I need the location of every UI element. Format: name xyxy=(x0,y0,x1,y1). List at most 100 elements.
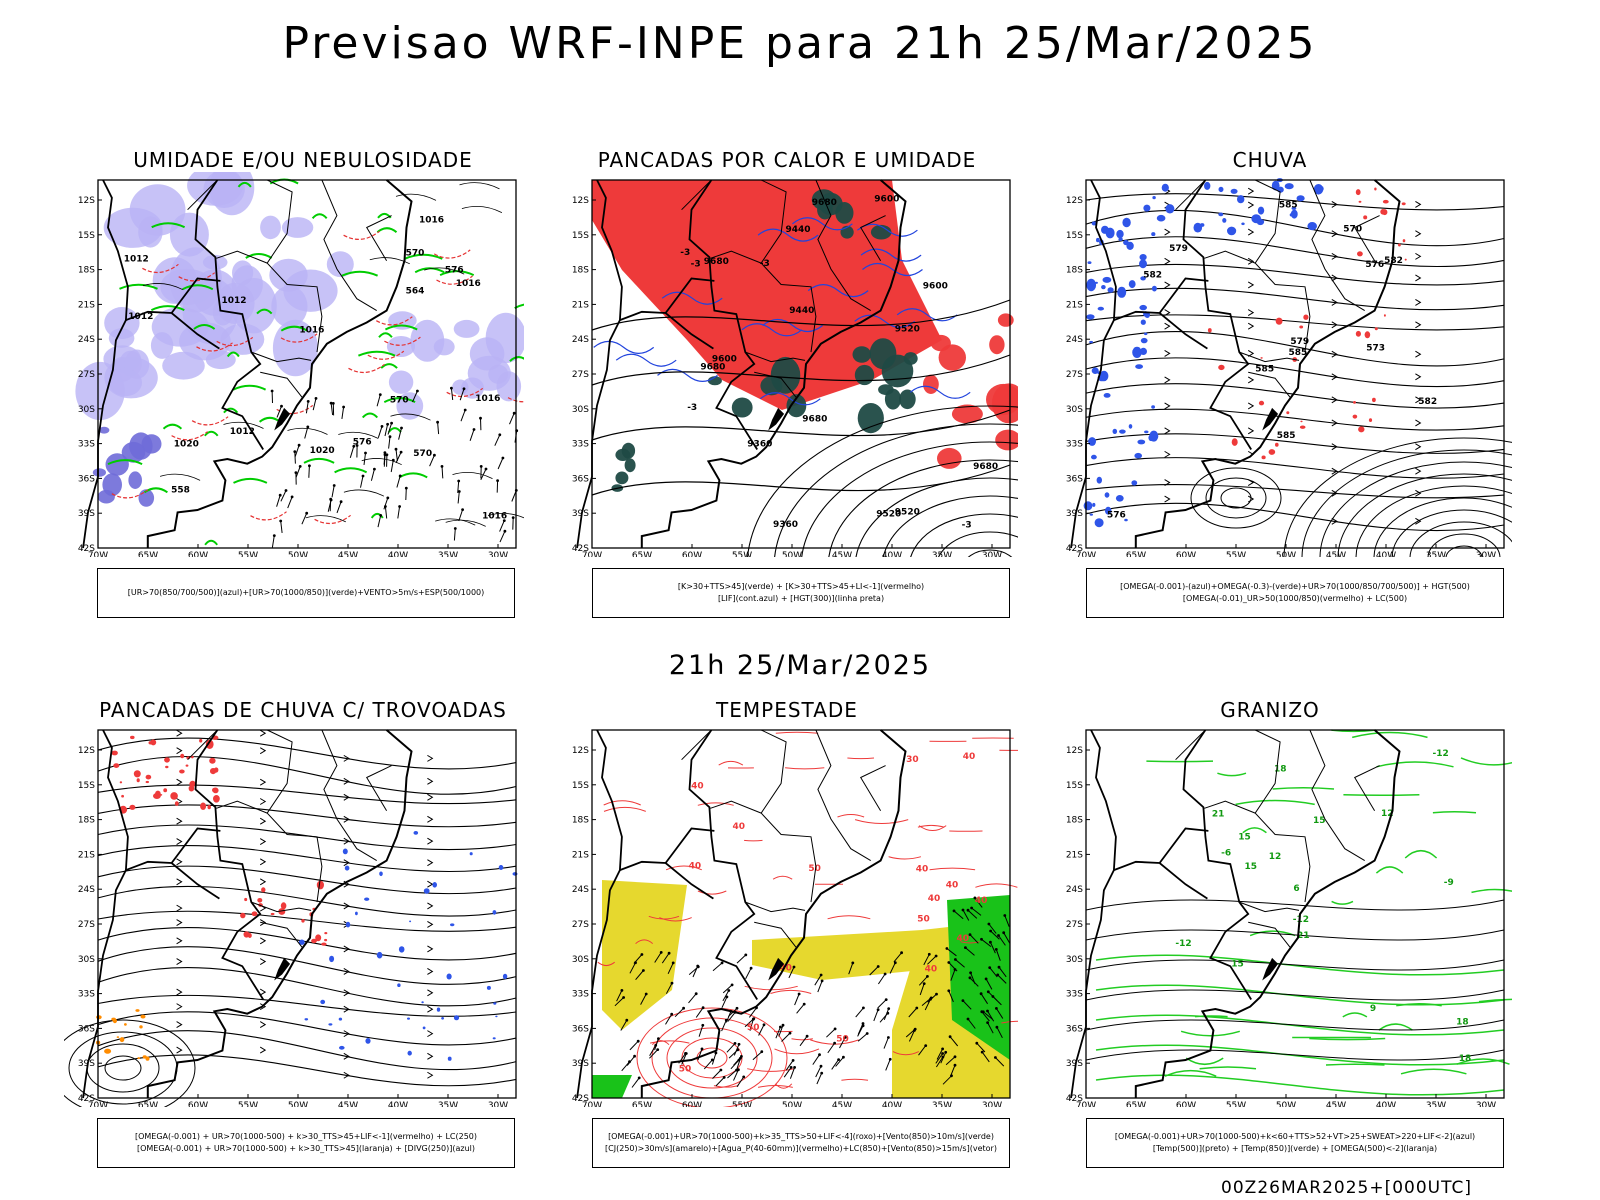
rain-area xyxy=(1401,202,1406,206)
thickness-contour xyxy=(343,230,380,240)
vector-head xyxy=(945,947,949,950)
lon-label: 30W xyxy=(488,1101,508,1107)
map-background xyxy=(98,730,516,1098)
arrowhead xyxy=(1247,309,1255,316)
rain-area xyxy=(1291,206,1297,210)
rain-area xyxy=(1115,495,1124,502)
map-frame xyxy=(97,179,517,549)
wind-vector xyxy=(848,962,854,975)
vector-head xyxy=(391,458,395,462)
wind-vector xyxy=(857,1025,864,1037)
vector-head xyxy=(503,529,507,533)
wind-vector xyxy=(712,1069,722,1079)
arrowhead xyxy=(427,1071,434,1079)
humidity-shade xyxy=(232,260,254,286)
lat-label: 12S xyxy=(572,196,589,206)
thickness-contour xyxy=(436,275,473,285)
lat-label: 18S xyxy=(572,266,589,276)
lon-label: 60W xyxy=(1176,1101,1196,1107)
contour-label: 1016 xyxy=(419,216,444,226)
vector-head xyxy=(820,1071,824,1075)
arrowhead xyxy=(259,838,267,845)
instability-area xyxy=(899,389,916,410)
wind-vector xyxy=(885,1059,891,1071)
lat-label: 39S xyxy=(78,509,95,519)
pressure-contour xyxy=(424,267,465,275)
arrowhead xyxy=(427,1052,434,1060)
contour-label: -3 xyxy=(962,521,972,531)
temp500-contour xyxy=(1085,1019,1505,1031)
vector-head xyxy=(361,474,365,478)
rain-area xyxy=(1139,254,1147,261)
lat-label: 21S xyxy=(78,850,95,860)
wind-vector xyxy=(924,998,931,1011)
rain-area xyxy=(1117,286,1127,298)
vector-head xyxy=(865,1032,869,1035)
storm-area xyxy=(135,1009,140,1012)
state-border xyxy=(260,371,303,398)
vector-head xyxy=(995,1025,999,1029)
pressure-contour xyxy=(159,473,201,481)
humidity-shade xyxy=(152,257,197,304)
rain-area xyxy=(1237,195,1245,204)
water-contour xyxy=(659,917,692,922)
rain-area xyxy=(1134,452,1142,459)
humidity-contour xyxy=(357,350,396,357)
state-border xyxy=(251,901,312,913)
panel-title: CHUVA xyxy=(1232,148,1308,172)
lon-label: 45W xyxy=(338,1101,358,1107)
arrowhead xyxy=(1247,376,1255,384)
vector-head xyxy=(968,976,972,980)
state-border xyxy=(859,765,886,811)
wind-vector xyxy=(395,451,402,464)
water-contour xyxy=(697,890,727,895)
convection-area xyxy=(995,429,1018,451)
humidity-contour xyxy=(245,253,273,259)
wind-vector xyxy=(665,982,673,994)
contour-label: -12 xyxy=(1433,749,1449,759)
lat-label: 15S xyxy=(78,781,95,791)
contour-line xyxy=(882,495,1018,557)
wind-vector xyxy=(794,993,800,1006)
temp850-contour xyxy=(1242,827,1267,834)
wind-vector xyxy=(626,1055,635,1066)
temp850-contour xyxy=(1478,998,1512,1003)
state-border xyxy=(1239,901,1300,913)
vector-head xyxy=(461,508,464,511)
arrowhead xyxy=(259,1021,267,1029)
vector-head xyxy=(926,975,929,978)
divergence-area xyxy=(453,1015,460,1021)
arrowhead xyxy=(427,793,434,801)
streamline xyxy=(97,910,517,932)
rain-area xyxy=(1083,501,1093,511)
vector-head xyxy=(779,1025,782,1029)
instability-area xyxy=(615,471,629,485)
rain-area xyxy=(1374,327,1378,331)
rain-area xyxy=(1357,251,1363,257)
map-fields: 50 40 50 40 50 40 40 40 50 40 40 40 30 40 50 40 40 xyxy=(592,731,1018,1107)
state-border xyxy=(266,729,323,903)
wind-vector xyxy=(629,1040,639,1051)
rain-area xyxy=(1218,364,1225,371)
convection-area xyxy=(951,404,983,424)
rain-area xyxy=(1131,480,1138,486)
streamline xyxy=(1085,236,1505,268)
lat-label: 21S xyxy=(1066,850,1083,860)
state-border xyxy=(754,371,797,398)
vector-head xyxy=(837,1058,840,1061)
contour-label: -12 xyxy=(1175,939,1191,949)
water-contour xyxy=(785,767,825,770)
vector-head xyxy=(727,989,731,992)
lat-label: 15S xyxy=(1066,231,1083,241)
lon-label: 50W xyxy=(782,551,802,557)
lon-label: 35W xyxy=(1426,1101,1446,1107)
vector-head xyxy=(457,490,461,493)
humidity-contour xyxy=(341,270,379,277)
contour-line xyxy=(774,423,1018,557)
wind-vector xyxy=(458,509,464,522)
lon-label: 50W xyxy=(782,1101,802,1107)
wind-vector xyxy=(989,941,996,954)
state-border xyxy=(1353,765,1380,811)
lon-label: 55W xyxy=(732,1101,752,1107)
vector-head xyxy=(329,497,333,501)
